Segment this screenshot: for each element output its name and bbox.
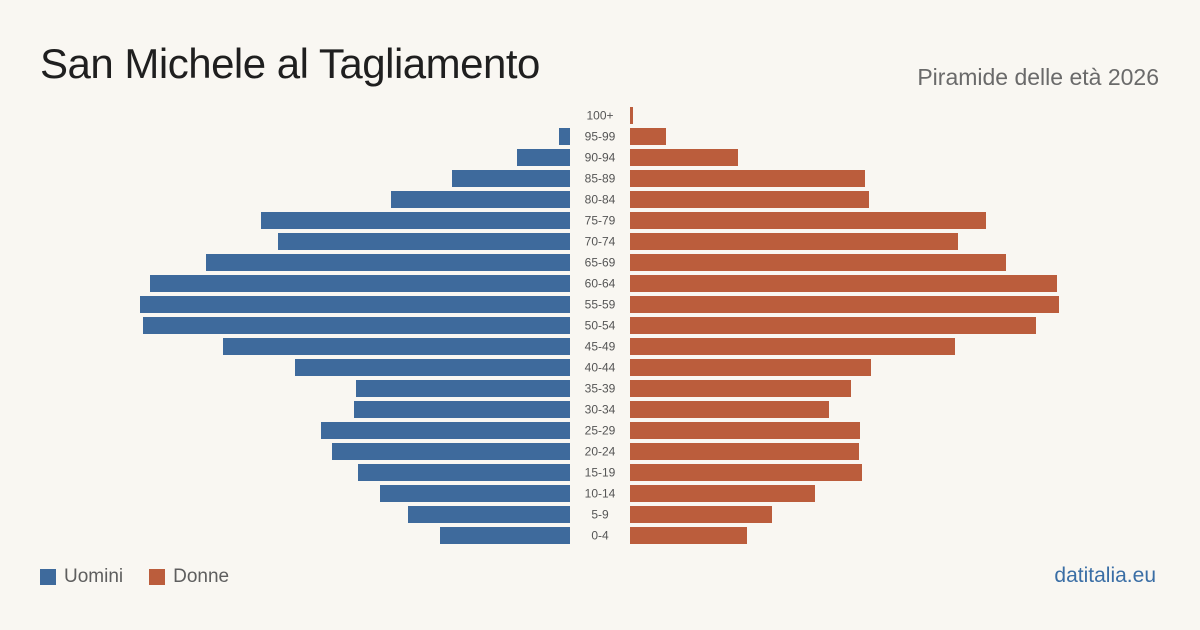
bar-men-35-39 <box>356 380 570 397</box>
bar-men-10-14 <box>380 485 570 502</box>
bar-men-30-34 <box>354 401 570 418</box>
age-label-50-54: 50-54 <box>585 319 616 333</box>
legend-swatch-men <box>40 569 56 585</box>
bar-men-75-79 <box>261 212 570 229</box>
bar-men-40-44 <box>295 359 570 376</box>
legend-swatch-women <box>149 569 166 585</box>
age-label-40-44: 40-44 <box>585 361 616 375</box>
bar-men-85-89 <box>452 170 570 187</box>
age-label-60-64: 60-64 <box>585 277 616 291</box>
bar-women-50-54 <box>630 317 1036 334</box>
age-label-25-29: 25-29 <box>585 424 616 438</box>
bar-women-95-99 <box>630 128 666 145</box>
legend-label-women: Donne <box>173 566 230 587</box>
age-label-70-74: 70-74 <box>585 235 616 249</box>
bar-women-25-29 <box>630 422 860 439</box>
bar-women-0-4 <box>630 527 747 544</box>
age-label-65-69: 65-69 <box>585 256 616 270</box>
bar-women-30-34 <box>630 401 829 418</box>
legend: Uomini Donne <box>40 566 255 588</box>
age-label-10-14: 10-14 <box>585 487 616 501</box>
legend-label-men: Uomini <box>64 566 124 587</box>
age-label-95-99: 95-99 <box>585 130 616 144</box>
bar-women-35-39 <box>630 380 851 397</box>
bar-women-80-84 <box>630 191 869 208</box>
age-label-90-94: 90-94 <box>585 151 616 165</box>
bar-men-80-84 <box>391 191 570 208</box>
legend-item-men: Uomini <box>40 566 123 588</box>
bar-women-90-94 <box>630 149 738 166</box>
age-label-100+: 100+ <box>586 109 613 123</box>
bar-women-40-44 <box>630 359 871 376</box>
bar-women-45-49 <box>630 338 955 355</box>
bar-men-0-4 <box>440 527 570 544</box>
bar-men-55-59 <box>140 296 570 313</box>
bar-men-50-54 <box>143 317 570 334</box>
brand-link[interactable]: datitalia.eu <box>1054 564 1156 587</box>
bar-women-65-69 <box>630 254 1006 271</box>
age-label-15-19: 15-19 <box>585 466 616 480</box>
bar-men-25-29 <box>321 422 570 439</box>
age-label-5-9: 5-9 <box>591 508 609 522</box>
chart-title: San Michele al Tagliamento <box>40 40 540 87</box>
age-label-80-84: 80-84 <box>585 193 616 207</box>
bar-men-70-74 <box>278 233 570 250</box>
bar-women-60-64 <box>630 275 1057 292</box>
bar-women-20-24 <box>630 443 859 460</box>
bar-men-95-99 <box>559 128 570 145</box>
bar-men-5-9 <box>408 506 570 523</box>
age-label-45-49: 45-49 <box>585 340 616 354</box>
bar-men-65-69 <box>206 254 570 271</box>
bar-women-5-9 <box>630 506 772 523</box>
bar-women-100+ <box>630 107 633 124</box>
bar-women-85-89 <box>630 170 865 187</box>
age-label-20-24: 20-24 <box>585 445 616 459</box>
age-label-30-34: 30-34 <box>585 403 616 417</box>
bar-women-70-74 <box>630 233 958 250</box>
age-label-35-39: 35-39 <box>585 382 616 396</box>
chart-subtitle: Piramide delle età 2026 <box>917 64 1159 90</box>
bar-men-60-64 <box>150 275 570 292</box>
bar-women-75-79 <box>630 212 986 229</box>
age-label-85-89: 85-89 <box>585 172 616 186</box>
age-label-55-59: 55-59 <box>585 298 616 312</box>
legend-item-women: Donne <box>149 566 229 588</box>
age-label-0-4: 0-4 <box>591 529 609 543</box>
age-label-75-79: 75-79 <box>585 214 616 228</box>
bar-men-45-49 <box>223 338 570 355</box>
bar-women-10-14 <box>630 485 815 502</box>
bar-men-15-19 <box>358 464 570 481</box>
bar-women-55-59 <box>630 296 1059 313</box>
bar-men-20-24 <box>332 443 570 460</box>
bar-men-90-94 <box>517 149 570 166</box>
bar-women-15-19 <box>630 464 862 481</box>
